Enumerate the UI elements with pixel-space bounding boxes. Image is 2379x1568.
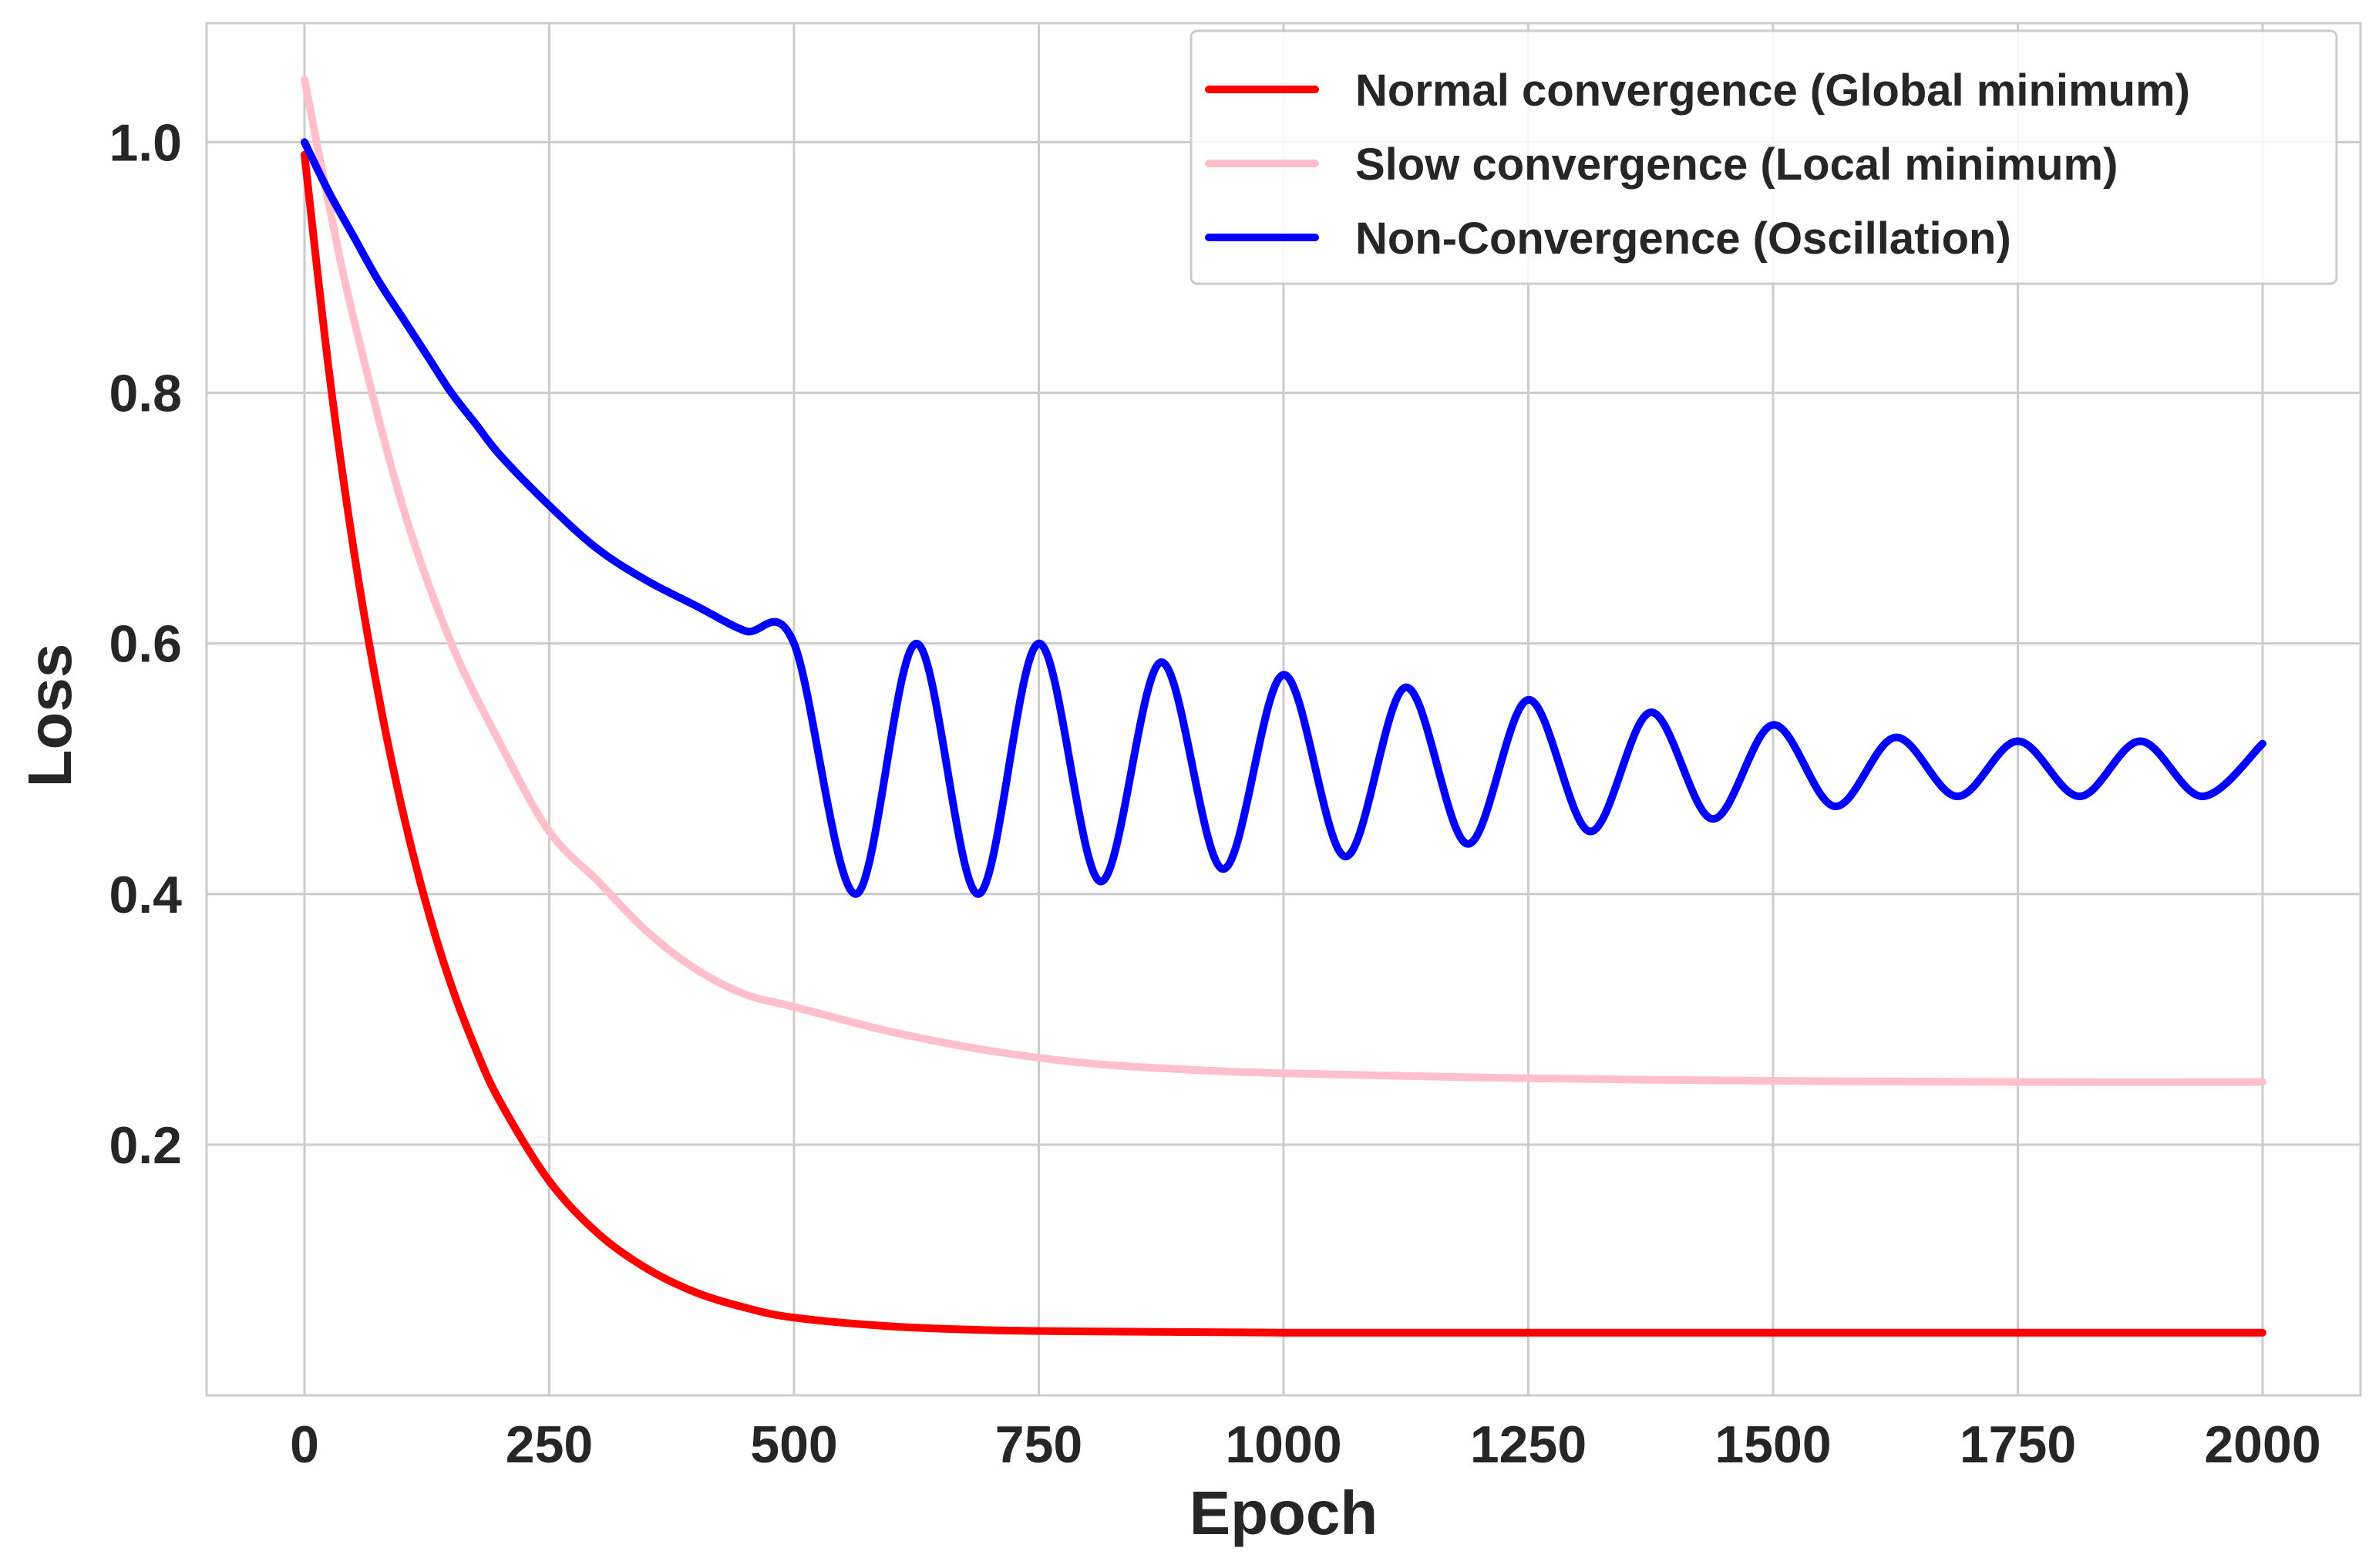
legend-box — [1190, 29, 2338, 285]
legend-entries: Normal convergence (Global minimum) Slow … — [1205, 66, 2190, 264]
x-tick-label: 1000 — [1225, 1415, 1341, 1474]
y-tick-label: 0.4 — [109, 866, 182, 924]
x-tick-label: 1250 — [1470, 1415, 1587, 1474]
x-tick-label: 750 — [995, 1415, 1082, 1474]
legend: Normal convergence (Global minimum) Slow … — [1190, 29, 2338, 285]
x-axis-label: Epoch — [1190, 1479, 1378, 1547]
y-tick-label: 0.6 — [109, 615, 182, 674]
x-tick-label: 500 — [750, 1415, 837, 1474]
plot-area-frame — [205, 22, 2362, 1397]
legend-entry-oscillation: Non-Convergence (Oscillation) — [1205, 214, 2011, 264]
legend-label: Slow convergence (Local minimum) — [1355, 140, 2118, 190]
y-axis-label: Loss — [15, 644, 84, 788]
series-line-slow-convergence — [301, 76, 2266, 1086]
series-lines — [301, 76, 2266, 1337]
x-tick-label: 1500 — [1714, 1415, 1831, 1474]
x-tick-label: 0 — [290, 1415, 319, 1474]
x-tick-label: 2000 — [2204, 1415, 2320, 1474]
y-tick-label: 1.0 — [109, 113, 182, 172]
legend-label: Non-Convergence (Oscillation) — [1355, 214, 2011, 264]
series-line-oscillation — [301, 138, 2266, 898]
x-tick-labels: 0 250 500 750 1000 1250 1500 1750 2000 — [290, 1415, 2321, 1474]
y-tick-labels: 0.2 0.4 0.6 0.8 1.0 — [109, 113, 182, 1174]
x-tick-label: 250 — [506, 1415, 593, 1474]
y-tick-label: 0.8 — [109, 365, 182, 423]
legend-label: Normal convergence (Global minimum) — [1355, 66, 2190, 116]
legend-entry-slow-convergence: Slow convergence (Local minimum) — [1205, 140, 2118, 190]
x-tick-label: 1750 — [1960, 1415, 2076, 1474]
legend-entry-normal-convergence: Normal convergence (Global minimum) — [1205, 66, 2190, 116]
series-line-normal-convergence — [301, 150, 2266, 1337]
y-tick-label: 0.2 — [109, 1116, 182, 1175]
